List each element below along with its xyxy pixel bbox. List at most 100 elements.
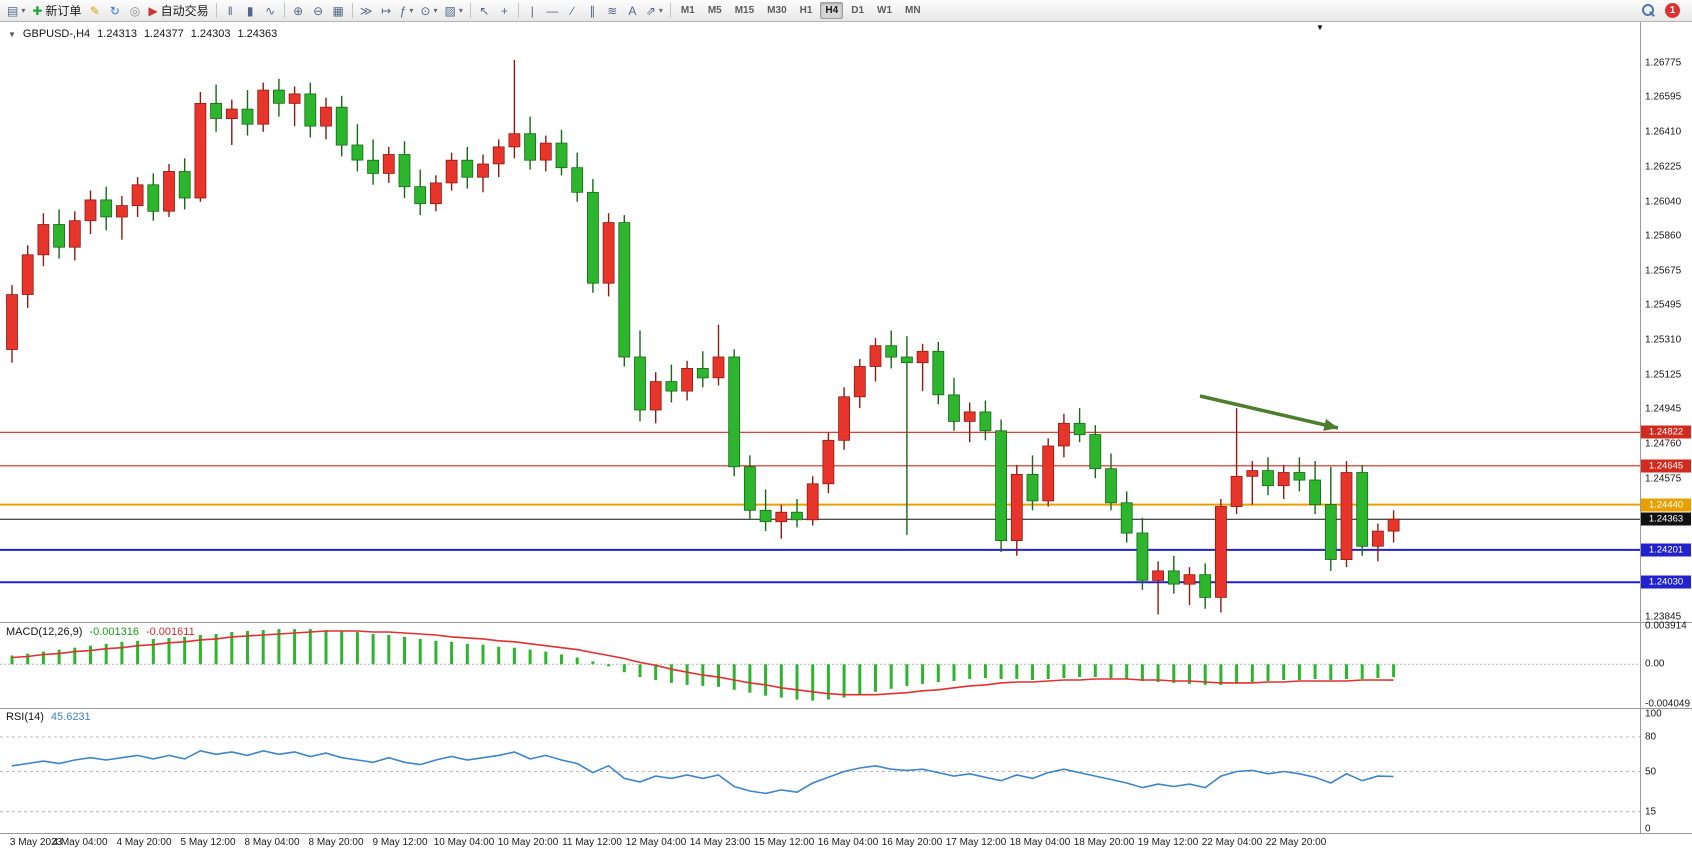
timeframe-m30-button[interactable]: M30 [767,5,787,16]
macd-name: MACD(12,26,9) [6,626,83,638]
time-axis-label: 4 May 04:00 [52,837,108,848]
vertical-line-button[interactable]: | [523,1,542,20]
toolbar-right: 1 [1642,3,1688,18]
horizontal-line-icon: — [546,3,559,18]
price-level-badge[interactable]: 1.24440 [1641,498,1691,512]
fibonacci-button[interactable]: ≋ [603,1,622,20]
rsi-indicator-label: RSI(14) 45.6231 [6,711,91,723]
chart-shift-icon: ↦ [381,3,392,18]
community-icon: ◎ [129,3,141,18]
time-axis-label: 14 May 23:00 [689,837,751,848]
price-level-badge[interactable]: 1.24822 [1641,425,1691,439]
price-axis-label: 1.26595 [1645,91,1682,103]
timeframe-h4-button[interactable]: H4 [820,2,844,19]
price-axis-label: 1.23845 [1645,611,1682,623]
time-axis-label: 22 May 04:00 [1201,837,1263,848]
timeframe-mn-button[interactable]: MN [905,5,921,16]
price-axis-label: 1.26040 [1645,196,1682,208]
caret-down-icon: ▾ [409,6,414,15]
indicators-button[interactable]: ƒ ▾ [397,1,417,20]
macd-indicator-label: MACD(12,26,9) -0.001316 -0.001611 [6,626,195,638]
crosshair-button[interactable]: + [495,1,514,20]
zoom-out-button[interactable]: ⊖ [309,1,328,20]
auto-scroll-button[interactable]: ≫ [357,1,376,20]
chart-symbol-info: ▼ GBPUSD-,H4 1.24313 1.24377 1.24303 1.2… [8,28,277,40]
trend-arrow-head [1323,418,1338,431]
price-axis-label: 1.26775 [1645,57,1682,69]
periods-button[interactable]: ⊙ ▾ [417,1,440,20]
text-button[interactable]: A [623,1,642,20]
tile-windows-button[interactable]: ▦ [329,1,348,20]
price-level-badge[interactable]: 1.24201 [1641,543,1691,557]
chart-shift-button[interactable]: ↦ [377,1,396,20]
time-axis-label: 22 May 20:00 [1265,837,1327,848]
candlestick-type-button[interactable]: ▮ [241,1,260,20]
notification-badge[interactable]: 1 [1665,3,1680,18]
price-level-badge[interactable]: 1.24363 [1641,512,1691,526]
timeframe-m1-button[interactable]: M1 [680,5,695,16]
line-chart-type-icon: ∿ [265,3,276,18]
arrows-button[interactable]: ⇗ ▾ [643,1,666,20]
rsi-value: 45.6231 [50,711,91,723]
rsi-axis-label: 100 [1645,708,1662,720]
time-axis-label: 17 May 12:00 [945,837,1007,848]
indicators-icon: ƒ [399,3,407,18]
timeframe-h1-button[interactable]: H1 [799,5,813,16]
caret-down-icon: ▾ [433,6,438,15]
community-button[interactable]: ◎ [125,1,144,20]
price-level-badge[interactable]: 1.24645 [1641,459,1691,473]
macd-axis-label: 0.00 [1645,658,1665,670]
time-axis-label: 8 May 20:00 [308,837,364,848]
timeframe-m5-button[interactable]: M5 [707,5,722,16]
ohlc-open: 1.24313 [97,28,137,40]
autotrading-icon: ▶ [148,3,158,18]
search-icon[interactable] [1642,4,1655,17]
timeframe-m15-button[interactable]: M15 [734,5,755,16]
price-axis-label: 1.26225 [1645,161,1682,173]
rsi-axis-label: 50 [1645,766,1657,777]
templates-button[interactable]: ▨ ▾ [441,1,465,20]
autotrading-button-label: 自动交易 [160,4,209,18]
bar-chart-type-button[interactable]: ‖ [221,1,240,20]
toolbar-items: ▤ ▾ ✚ 新订单 ✎ ↻ ◎ ▶ 自动交易 ‖ ▮ ∿ ⊕ ⊖ ▦ ≫ ↦ ƒ ▾ ⊙ ▾ ▨ ▾ ↖ + | — ∕ ∥ ≋ A ⇗ ▾ M1… [4,1,927,20]
channel-button[interactable]: ∥ [583,1,602,20]
rsi-name: RSI(14) [6,711,44,723]
horizontal-line-button[interactable]: — [543,1,562,20]
new-order-icon: ✚ [32,3,43,18]
channel-icon: ∥ [589,3,596,18]
macd-panel-separator[interactable] [0,622,1692,623]
toolbar-separator [283,3,285,18]
fibonacci-icon: ≋ [607,3,618,18]
new-order-button[interactable]: ✚ 新订单 [29,1,84,20]
chart-shift-marker[interactable]: ▼ [1316,23,1324,32]
autotrading-button[interactable]: ▶ 自动交易 [145,1,211,20]
rsi-panel-separator[interactable] [0,708,1692,709]
price-level-badge[interactable]: 1.24030 [1641,575,1691,589]
timeframe-w1-button[interactable]: W1 [877,5,893,16]
new-order-button-label: 新订单 [45,4,82,18]
metaeditor-button[interactable]: ✎ [85,1,104,20]
time-axis-label: 3 May 2023 [9,837,63,848]
collapse-chart-icon[interactable]: ▼ [8,29,16,39]
toolbar: ▤ ▾ ✚ 新订单 ✎ ↻ ◎ ▶ 自动交易 ‖ ▮ ∿ ⊕ ⊖ ▦ ≫ ↦ ƒ ▾ ⊙ ▾ ▨ ▾ ↖ + | — ∕ ∥ ≋ A ⇗ ▾ M1… [0,0,1692,22]
price-axis-label: 1.24945 [1645,403,1682,415]
macd-signal-line [11,630,1394,696]
arrows-icon: ⇗ [645,3,656,18]
symbol-name: GBPUSD-,H4 [22,28,91,40]
refresh-button[interactable]: ↻ [105,1,124,20]
line-chart-type-button[interactable]: ∿ [261,1,280,20]
timeframe-d1-button[interactable]: D1 [851,5,865,16]
rsi-axis-label: 15 [1645,806,1657,818]
new-chart-button[interactable]: ▤ ▾ [4,1,28,20]
time-axis-label: 4 May 20:00 [116,837,172,848]
price-axis-label: 1.25495 [1645,299,1682,311]
trendline-icon: ∕ [571,3,574,18]
zoom-in-button[interactable]: ⊕ [289,1,308,20]
cursor-button[interactable]: ↖ [475,1,494,20]
caret-down-icon: ▾ [21,6,26,15]
tile-windows-icon: ▦ [332,3,344,18]
trendline-button[interactable]: ∕ [563,1,582,20]
time-axis-label: 16 May 04:00 [817,837,879,848]
toolbar-separator [351,3,353,18]
